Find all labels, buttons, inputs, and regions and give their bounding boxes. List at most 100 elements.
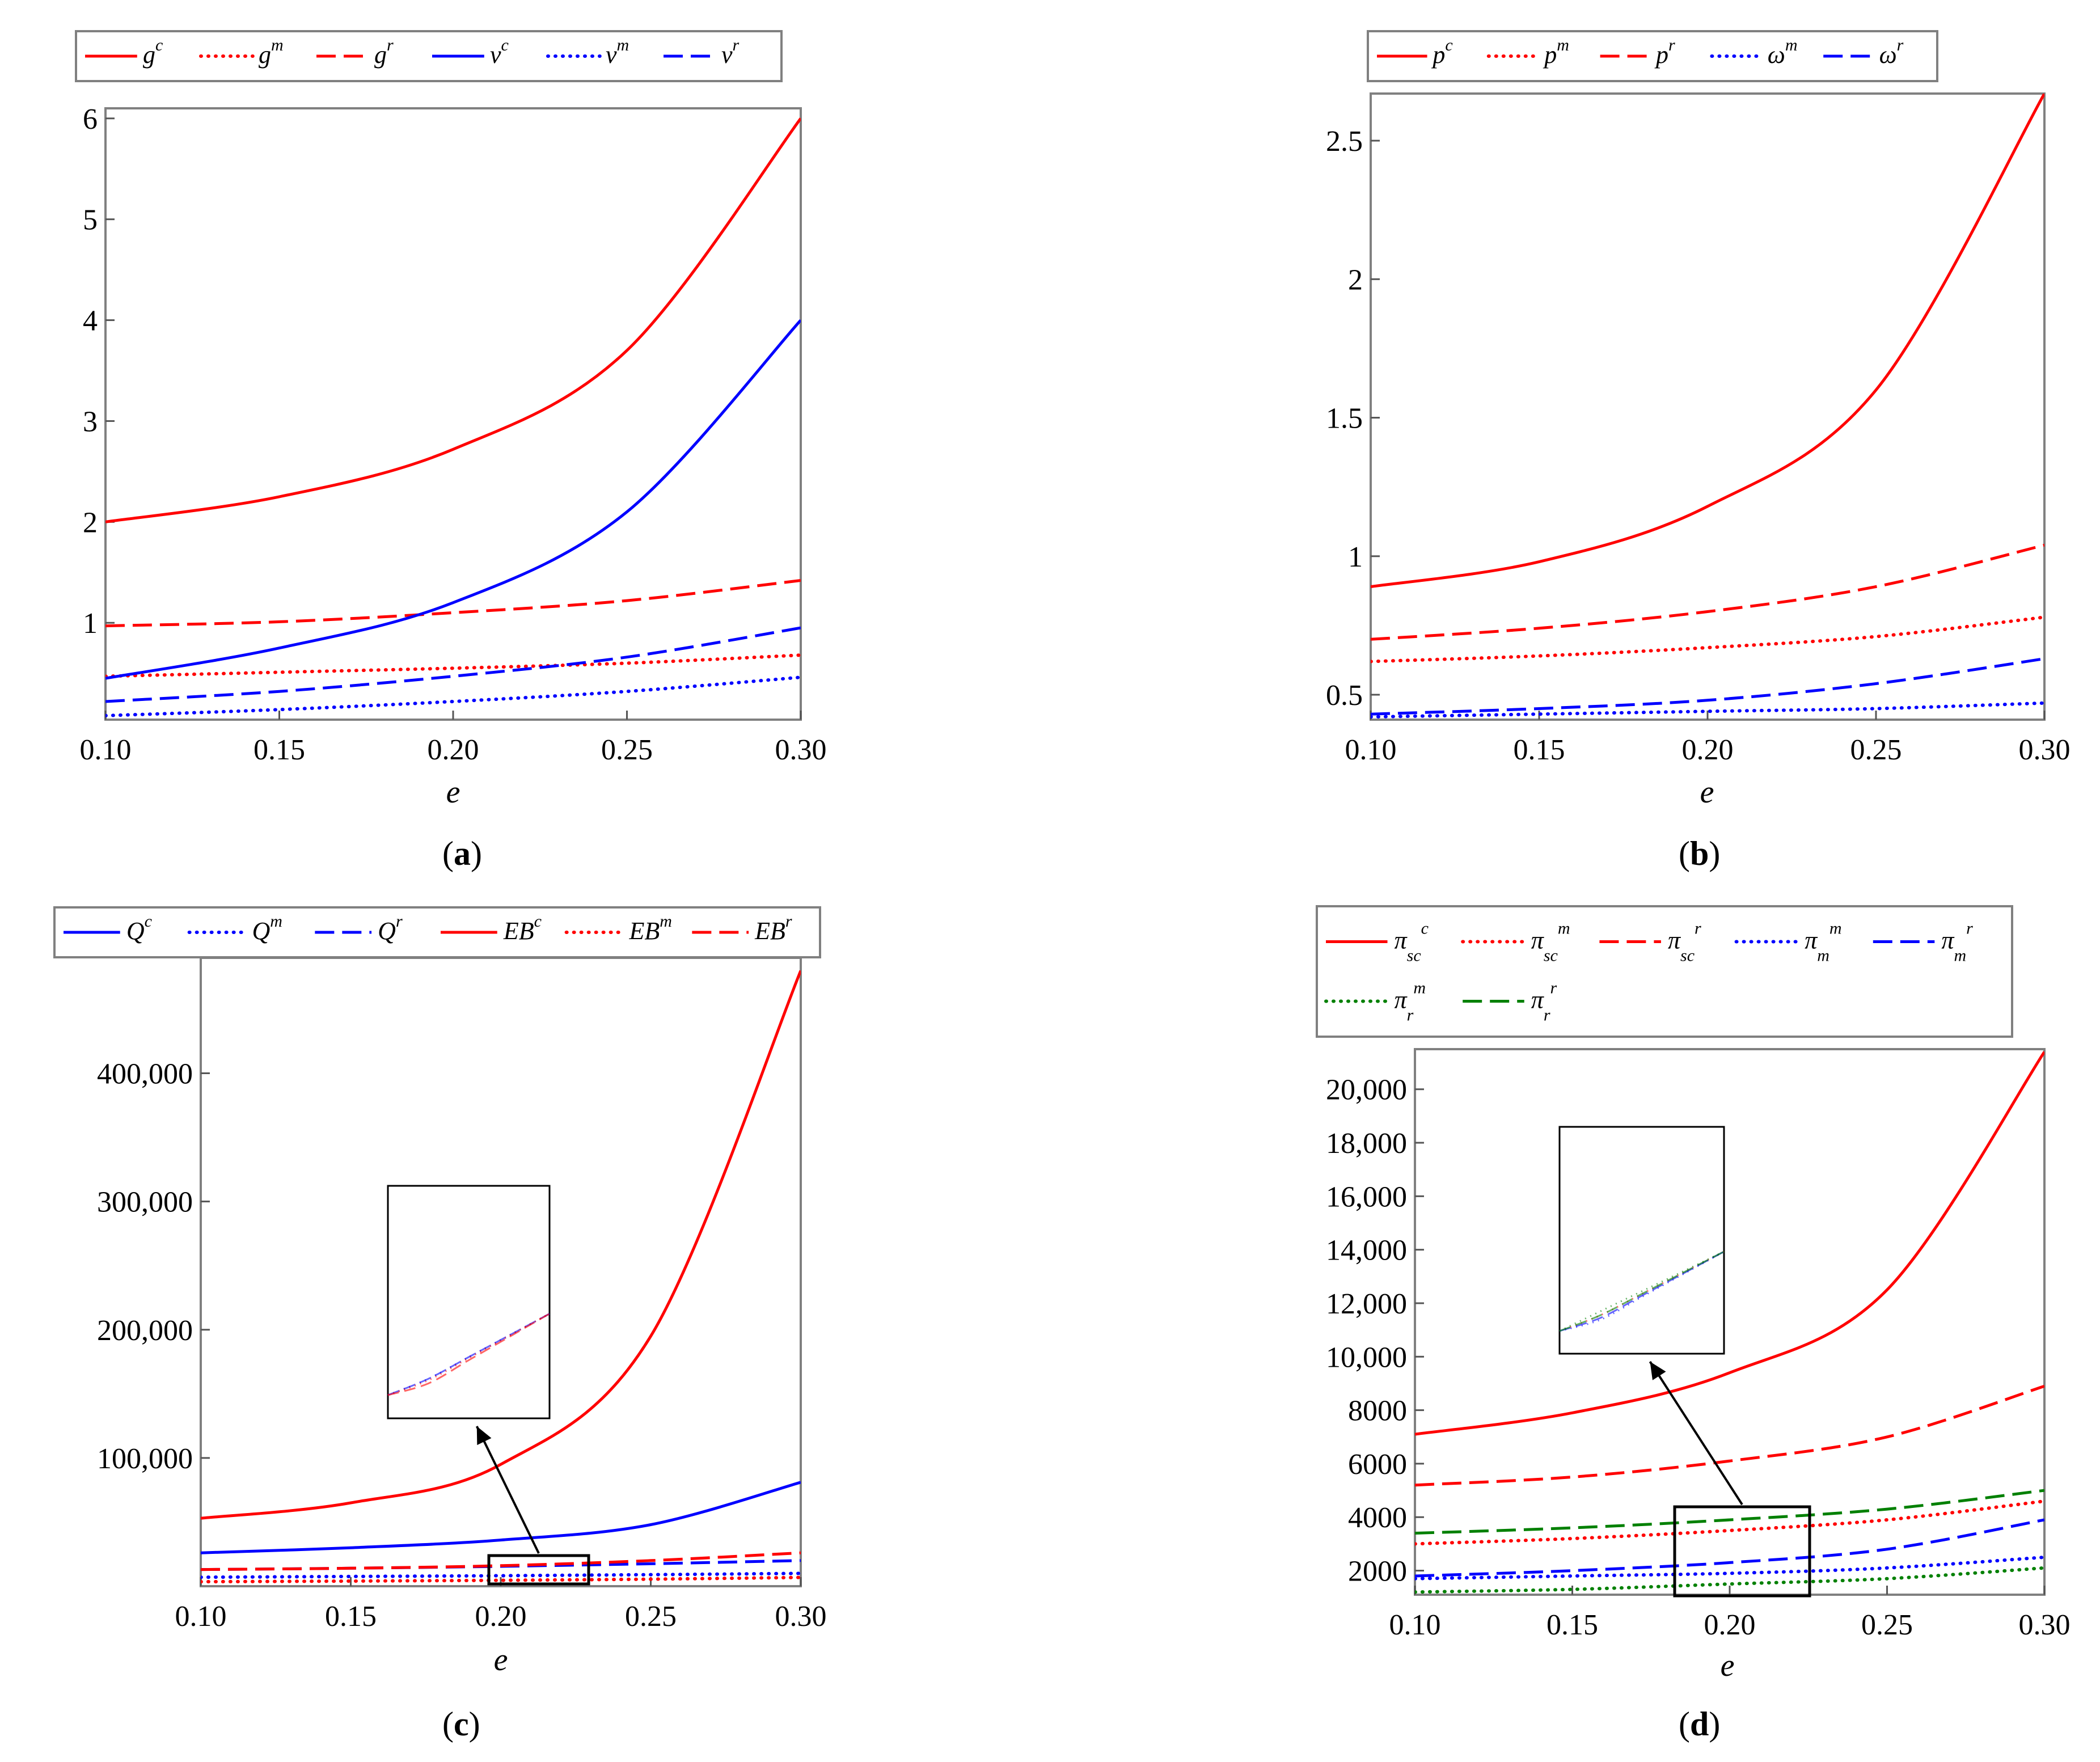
series-line xyxy=(1415,1556,2044,1581)
legend-box xyxy=(1316,905,2013,1038)
y-tick-label: 0.5 xyxy=(1326,679,1363,712)
zoom-arrow-head xyxy=(476,1426,492,1446)
panel-c: 0.10 0.15 0.20 0.25 0.30 100,000 200,000 300,00… xyxy=(53,906,827,1743)
series-line xyxy=(1415,1051,2044,1436)
y-tick-label: 6000 xyxy=(1348,1448,1407,1481)
series-line xyxy=(1415,1489,2044,1535)
series-line xyxy=(201,1481,801,1554)
legend-label: πscc xyxy=(1395,919,1429,965)
x-tick-label: 0.20 xyxy=(475,1600,527,1633)
series-line xyxy=(105,117,801,523)
x-tick-label: 0.10 xyxy=(80,734,132,766)
inset-series-line xyxy=(387,1313,550,1396)
series-line xyxy=(201,1571,801,1579)
series-line xyxy=(105,579,801,628)
legend-label: gc xyxy=(143,36,163,69)
inset-series-line xyxy=(1559,1250,1725,1332)
panel-a: 0.10 0.15 0.20 0.25 0.30 1 2 3 4 5 6 e gc gm gr vc vm vr (… xyxy=(75,30,827,872)
y-tick-label: 400,000 xyxy=(97,1058,193,1091)
plot-frame xyxy=(1370,92,2046,721)
x-tick-label: 0.20 xyxy=(1682,734,1734,766)
series-line xyxy=(1371,543,2044,641)
legend-label: ωm xyxy=(1768,36,1798,69)
zoom-arrow xyxy=(1649,1360,1743,1506)
panel-caption: (c) xyxy=(442,1705,480,1743)
legend-label: vc xyxy=(490,36,509,69)
series-line xyxy=(201,1575,801,1584)
legend-label: Qc xyxy=(126,912,152,945)
y-tick-label: 2 xyxy=(83,506,98,539)
inset-series-line xyxy=(1559,1250,1725,1332)
legend-label: vr xyxy=(721,36,740,69)
inset-series-line xyxy=(387,1313,550,1396)
legend-label: EBm xyxy=(629,912,672,945)
series-line xyxy=(1371,615,2044,664)
x-tick-label: 0.15 xyxy=(1514,734,1565,766)
x-tick-label: 0.10 xyxy=(1345,734,1397,766)
legend-label: πmm xyxy=(1805,919,1841,965)
x-axis-label: e xyxy=(1700,775,1714,810)
x-tick-label: 0.30 xyxy=(2019,1609,2071,1641)
legend-label: πrr xyxy=(1531,979,1557,1025)
y-tick-label: 100,000 xyxy=(97,1443,193,1475)
panel-caption: (d) xyxy=(1679,1705,1720,1743)
y-tick-label: 5 xyxy=(83,204,98,236)
legend-label: ωr xyxy=(1879,36,1904,69)
y-tick-label: 6 xyxy=(83,103,98,136)
inset-series-line xyxy=(1559,1250,1725,1332)
legend-label: πscm xyxy=(1531,919,1570,965)
x-tick-label: 0.20 xyxy=(428,734,479,766)
series-line xyxy=(201,970,801,1520)
panel-caption: (b) xyxy=(1679,835,1720,872)
zoom-source-box xyxy=(1673,1505,1811,1598)
y-tick-label: 200,000 xyxy=(97,1315,193,1347)
zoom-inset-box xyxy=(1558,1126,1725,1355)
y-tick-label: 18,000 xyxy=(1326,1127,1407,1160)
series-line xyxy=(1415,1384,2044,1487)
series-line xyxy=(1415,1566,2044,1594)
x-tick-label: 0.20 xyxy=(1704,1609,1756,1641)
series-line xyxy=(105,675,801,717)
legend-label: EBr xyxy=(754,912,792,945)
legend-label: Qr xyxy=(378,912,403,945)
y-tick-label: 2000 xyxy=(1348,1556,1407,1588)
x-axis-label: e xyxy=(494,1642,508,1678)
legend-label: πrm xyxy=(1395,979,1426,1025)
legend-label: EBc xyxy=(503,912,542,945)
y-tick-label: 1.5 xyxy=(1326,403,1363,435)
zoom-source-box xyxy=(487,1554,590,1586)
legend-label: πscr xyxy=(1668,919,1701,965)
legend-label: vm xyxy=(606,36,629,69)
inset-series-line xyxy=(387,1313,550,1396)
legend-label: pm xyxy=(1543,36,1569,69)
series-line xyxy=(105,626,801,703)
legend-label: Qm xyxy=(252,912,282,945)
x-axis-label: e xyxy=(1721,1648,1735,1683)
y-tick-label: 3 xyxy=(83,405,98,438)
legend-label: pc xyxy=(1431,36,1452,69)
series-line xyxy=(1415,1518,2044,1578)
legend-label: gm xyxy=(259,36,284,69)
x-tick-label: 0.15 xyxy=(253,734,305,766)
legend-label: πmr xyxy=(1941,919,1973,965)
y-tick-label: 10,000 xyxy=(1326,1341,1407,1374)
x-tick-label: 0.25 xyxy=(601,734,653,766)
x-tick-label: 0.25 xyxy=(625,1600,677,1633)
y-tick-label: 2 xyxy=(1348,264,1363,296)
zoom-arrow-head xyxy=(1650,1362,1666,1380)
y-tick-label: 1 xyxy=(83,607,98,640)
panel-d: 0.10 0.15 0.20 0.25 0.30 2000 4000 6000 8000 10,0… xyxy=(1316,905,2071,1743)
zoom-arrow xyxy=(475,1426,540,1554)
x-tick-label: 0.25 xyxy=(1861,1609,1913,1641)
x-tick-label: 0.30 xyxy=(2019,734,2071,766)
y-tick-label: 16,000 xyxy=(1326,1181,1407,1213)
y-tick-label: 2.5 xyxy=(1326,125,1363,158)
plot-frame xyxy=(104,107,802,721)
series-line xyxy=(1371,701,2044,719)
legend-label: gr xyxy=(374,36,394,69)
panel-caption: (a) xyxy=(442,835,482,872)
x-tick-label: 0.30 xyxy=(775,1600,827,1633)
plot-frame xyxy=(1414,1048,2046,1596)
panel-b: 0.10 0.15 0.20 0.25 0.30 0.5 1 1.5 2 2.5 e pc pm pr ωm… xyxy=(1326,30,2071,872)
y-tick-label: 12,000 xyxy=(1326,1288,1407,1320)
